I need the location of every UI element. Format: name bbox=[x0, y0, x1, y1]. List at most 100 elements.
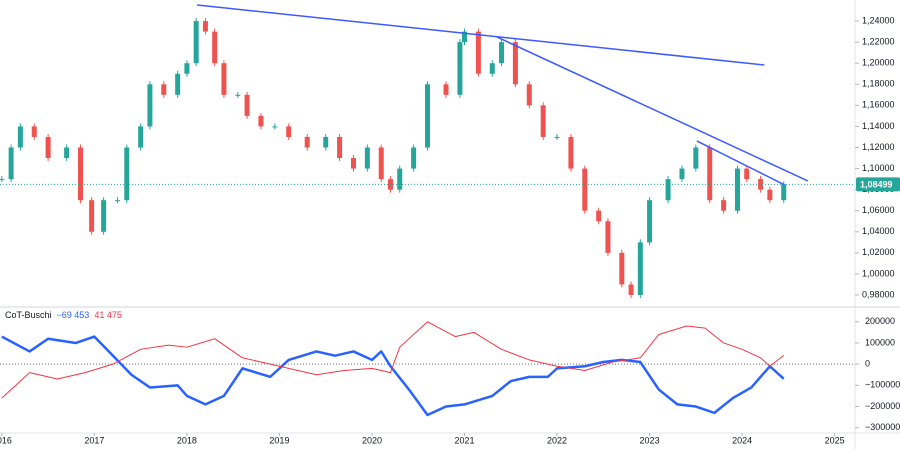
indicator-pane: −300000 −200000 −100000 0 100000 200000 CoT-Bu… bbox=[0, 310, 900, 445]
x-tick-label: 2025 bbox=[825, 435, 845, 445]
candle bbox=[364, 147, 370, 169]
x-tick-label: 2024 bbox=[732, 435, 752, 445]
y-tick-label: 1,24000 bbox=[862, 15, 895, 25]
y-tick-label: 1,14000 bbox=[862, 121, 895, 131]
y-tick-label: 0,98000 bbox=[862, 289, 895, 299]
candle bbox=[115, 200, 121, 202]
candle bbox=[175, 73, 181, 95]
candle bbox=[721, 200, 727, 211]
x-tick-label: 2019 bbox=[269, 435, 289, 445]
candle bbox=[679, 168, 685, 180]
candle bbox=[499, 42, 505, 64]
candle bbox=[45, 136, 51, 159]
y-tick-label: 1,02000 bbox=[862, 247, 895, 257]
current-price-box bbox=[856, 177, 900, 192]
y-tick-label: 1,16000 bbox=[862, 100, 895, 110]
candle bbox=[443, 84, 449, 95]
y-tick-label: 1,22000 bbox=[862, 37, 895, 47]
candle bbox=[637, 242, 643, 295]
candle bbox=[647, 200, 653, 243]
candle bbox=[526, 84, 532, 106]
candle bbox=[8, 147, 14, 180]
y-tick-label: −100000 bbox=[865, 380, 900, 390]
candle bbox=[78, 147, 84, 201]
indicator-last-value: −69 453 bbox=[57, 310, 90, 320]
candle bbox=[462, 31, 468, 43]
trendline bbox=[496, 36, 809, 182]
candle bbox=[184, 63, 190, 74]
candle bbox=[540, 105, 546, 137]
candle bbox=[272, 126, 278, 128]
candle bbox=[31, 126, 37, 137]
x-tick-label: 2020 bbox=[362, 435, 382, 445]
x-tick-label: 2018 bbox=[177, 435, 197, 445]
candle bbox=[568, 136, 574, 169]
y-tick-label: 1,04000 bbox=[862, 226, 895, 236]
indicator-line bbox=[1, 335, 785, 417]
candle bbox=[323, 136, 329, 148]
candle bbox=[101, 200, 107, 232]
indicator-line bbox=[1, 321, 785, 399]
x-tick-label: 2023 bbox=[640, 435, 660, 445]
candle bbox=[489, 63, 495, 74]
candle bbox=[202, 21, 208, 32]
candle bbox=[554, 136, 560, 138]
trendline bbox=[696, 140, 786, 186]
candle bbox=[286, 126, 292, 137]
candle bbox=[781, 184, 787, 201]
x-tick-label: 2017 bbox=[84, 435, 104, 445]
current-price-label: 1,08499 bbox=[860, 179, 893, 189]
y-tick-label: 1,00000 bbox=[862, 268, 895, 278]
candle bbox=[665, 179, 671, 201]
candle bbox=[378, 147, 384, 180]
candle bbox=[193, 21, 199, 64]
x-tick-label: 2021 bbox=[454, 435, 474, 445]
candle bbox=[161, 84, 167, 95]
candle bbox=[258, 115, 264, 127]
y-tick-label: 1,06000 bbox=[862, 205, 895, 215]
candle bbox=[425, 84, 430, 148]
candle bbox=[147, 84, 153, 127]
candle bbox=[767, 189, 773, 201]
candle bbox=[17, 126, 23, 148]
candle bbox=[350, 158, 356, 169]
indicator-title-text: CoT-Buschi bbox=[5, 310, 52, 320]
x-tick-label: 2016 bbox=[0, 435, 12, 445]
y-tick-label: 1,10000 bbox=[862, 163, 895, 173]
candle bbox=[337, 136, 343, 159]
candle bbox=[235, 94, 241, 96]
candle bbox=[0, 179, 5, 181]
y-tick-label: 1,20000 bbox=[862, 58, 895, 68]
x-tick-label: 2022 bbox=[547, 435, 567, 445]
candle bbox=[582, 168, 588, 211]
trendline bbox=[197, 4, 765, 66]
candle bbox=[304, 136, 310, 148]
price-pane: 0,980001,000001,020001,040001,060001,080… bbox=[0, 4, 900, 299]
candle bbox=[512, 42, 518, 85]
indicator-title: CoT-Buschi −69 453 41 475 bbox=[5, 310, 122, 320]
candle bbox=[64, 147, 70, 159]
y-tick-label: 1,18000 bbox=[862, 79, 895, 89]
candle bbox=[744, 168, 750, 180]
y-tick-label: 1,12000 bbox=[862, 142, 895, 152]
candle bbox=[244, 94, 250, 116]
candle bbox=[397, 168, 403, 190]
candle bbox=[89, 200, 95, 232]
candle bbox=[411, 147, 417, 169]
candle bbox=[596, 210, 602, 222]
y-tick-label: 200000 bbox=[865, 316, 895, 326]
candle bbox=[212, 31, 218, 64]
candle bbox=[605, 221, 611, 253]
candle bbox=[221, 63, 227, 95]
candle bbox=[707, 147, 713, 201]
y-tick-label: −300000 bbox=[865, 422, 900, 432]
candle bbox=[124, 147, 130, 201]
candle bbox=[457, 42, 463, 95]
candle bbox=[734, 168, 740, 211]
candle bbox=[475, 31, 481, 74]
candle bbox=[693, 147, 699, 169]
y-tick-label: −200000 bbox=[865, 401, 900, 411]
candle bbox=[138, 126, 144, 148]
